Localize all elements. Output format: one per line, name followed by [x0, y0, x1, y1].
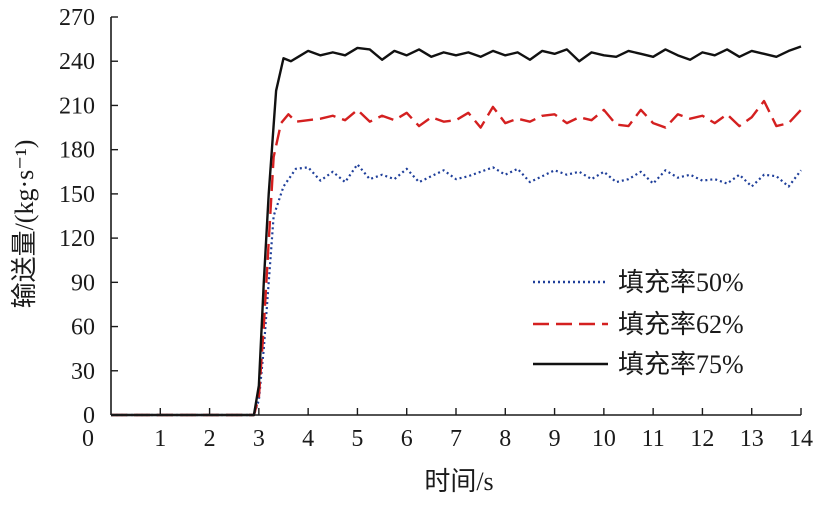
legend-label-3: 填充率75%: [618, 350, 744, 379]
series-line-3: [111, 45, 802, 417]
y-tick-label: 120: [59, 226, 95, 252]
y-tick-label: 210: [59, 93, 95, 119]
series-line-1: [111, 163, 802, 417]
x-tick-label: 13: [740, 426, 764, 452]
y-tick-label: 90: [71, 270, 95, 296]
x-tick-label: 2: [204, 426, 216, 452]
x-tick-label: 8: [499, 426, 511, 452]
legend-label-2: 填充率62%: [618, 310, 744, 339]
y-tick-label: 0: [83, 403, 95, 429]
x-tick-label: 5: [351, 426, 363, 452]
y-tick-label: 240: [59, 49, 95, 75]
legend-label-1: 填充率50%: [618, 268, 744, 297]
y-axis-title: 输送量/(kg·s⁻¹): [10, 140, 39, 309]
series-line-2: [111, 99, 802, 417]
x-tick-label: 1: [154, 426, 166, 452]
y-tick-label: 270: [59, 5, 95, 31]
x-tick-label: 7: [450, 426, 462, 452]
y-tick-label: 60: [71, 315, 95, 341]
y-tick-label: 30: [71, 359, 95, 385]
x-tick-label: 3: [253, 426, 265, 452]
x-tick-label: 14: [789, 426, 813, 452]
x-tick-label: 4: [302, 426, 314, 452]
plot-area: [111, 45, 802, 417]
y-tick-label: 150: [59, 182, 95, 208]
x-tick-label: 11: [642, 426, 665, 452]
x-axis-title: 时间/s: [424, 467, 493, 496]
x-tick-label: 12: [690, 426, 714, 452]
x-tick-label: 10: [592, 426, 616, 452]
legend: 填充率50% 填充率62% 填充率75%: [533, 268, 744, 379]
x-tick-label: 6: [401, 426, 413, 452]
x-tick-label: 9: [549, 426, 561, 452]
x-tick-label: 0: [82, 426, 94, 452]
y-tick-label: 180: [59, 138, 95, 164]
